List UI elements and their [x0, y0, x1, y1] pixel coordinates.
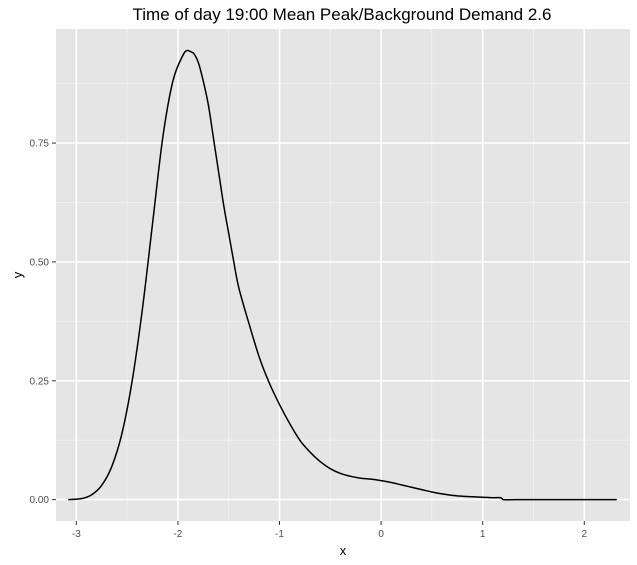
x-tick-label: -3	[72, 529, 81, 540]
y-axis-label: y	[10, 271, 25, 278]
y-tick-label: 0.00	[30, 495, 50, 506]
x-tick-label: 0	[378, 529, 384, 540]
grid-major	[56, 29, 630, 521]
y-tick-label: 0.75	[30, 139, 50, 150]
x-tick-label: 2	[582, 529, 588, 540]
x-axis-ticks: -3 -2 -1 0 1 2	[72, 521, 588, 540]
grid-minor	[56, 29, 630, 521]
y-tick-label: 0.50	[30, 257, 50, 268]
x-tick-label: 1	[480, 529, 486, 540]
series-layer	[68, 49, 617, 501]
y-tick-label: 0.25	[30, 376, 50, 387]
chart-title: Time of day 19:00 Mean Peak/Background D…	[133, 5, 552, 24]
x-tick-label: -2	[173, 529, 182, 540]
x-tick-label: -1	[275, 529, 284, 540]
plot-panel	[56, 29, 630, 521]
density-line-0	[68, 49, 617, 501]
y-axis-ticks: 0.00 0.25 0.50 0.75	[30, 139, 56, 506]
x-axis-label: x	[340, 543, 347, 558]
